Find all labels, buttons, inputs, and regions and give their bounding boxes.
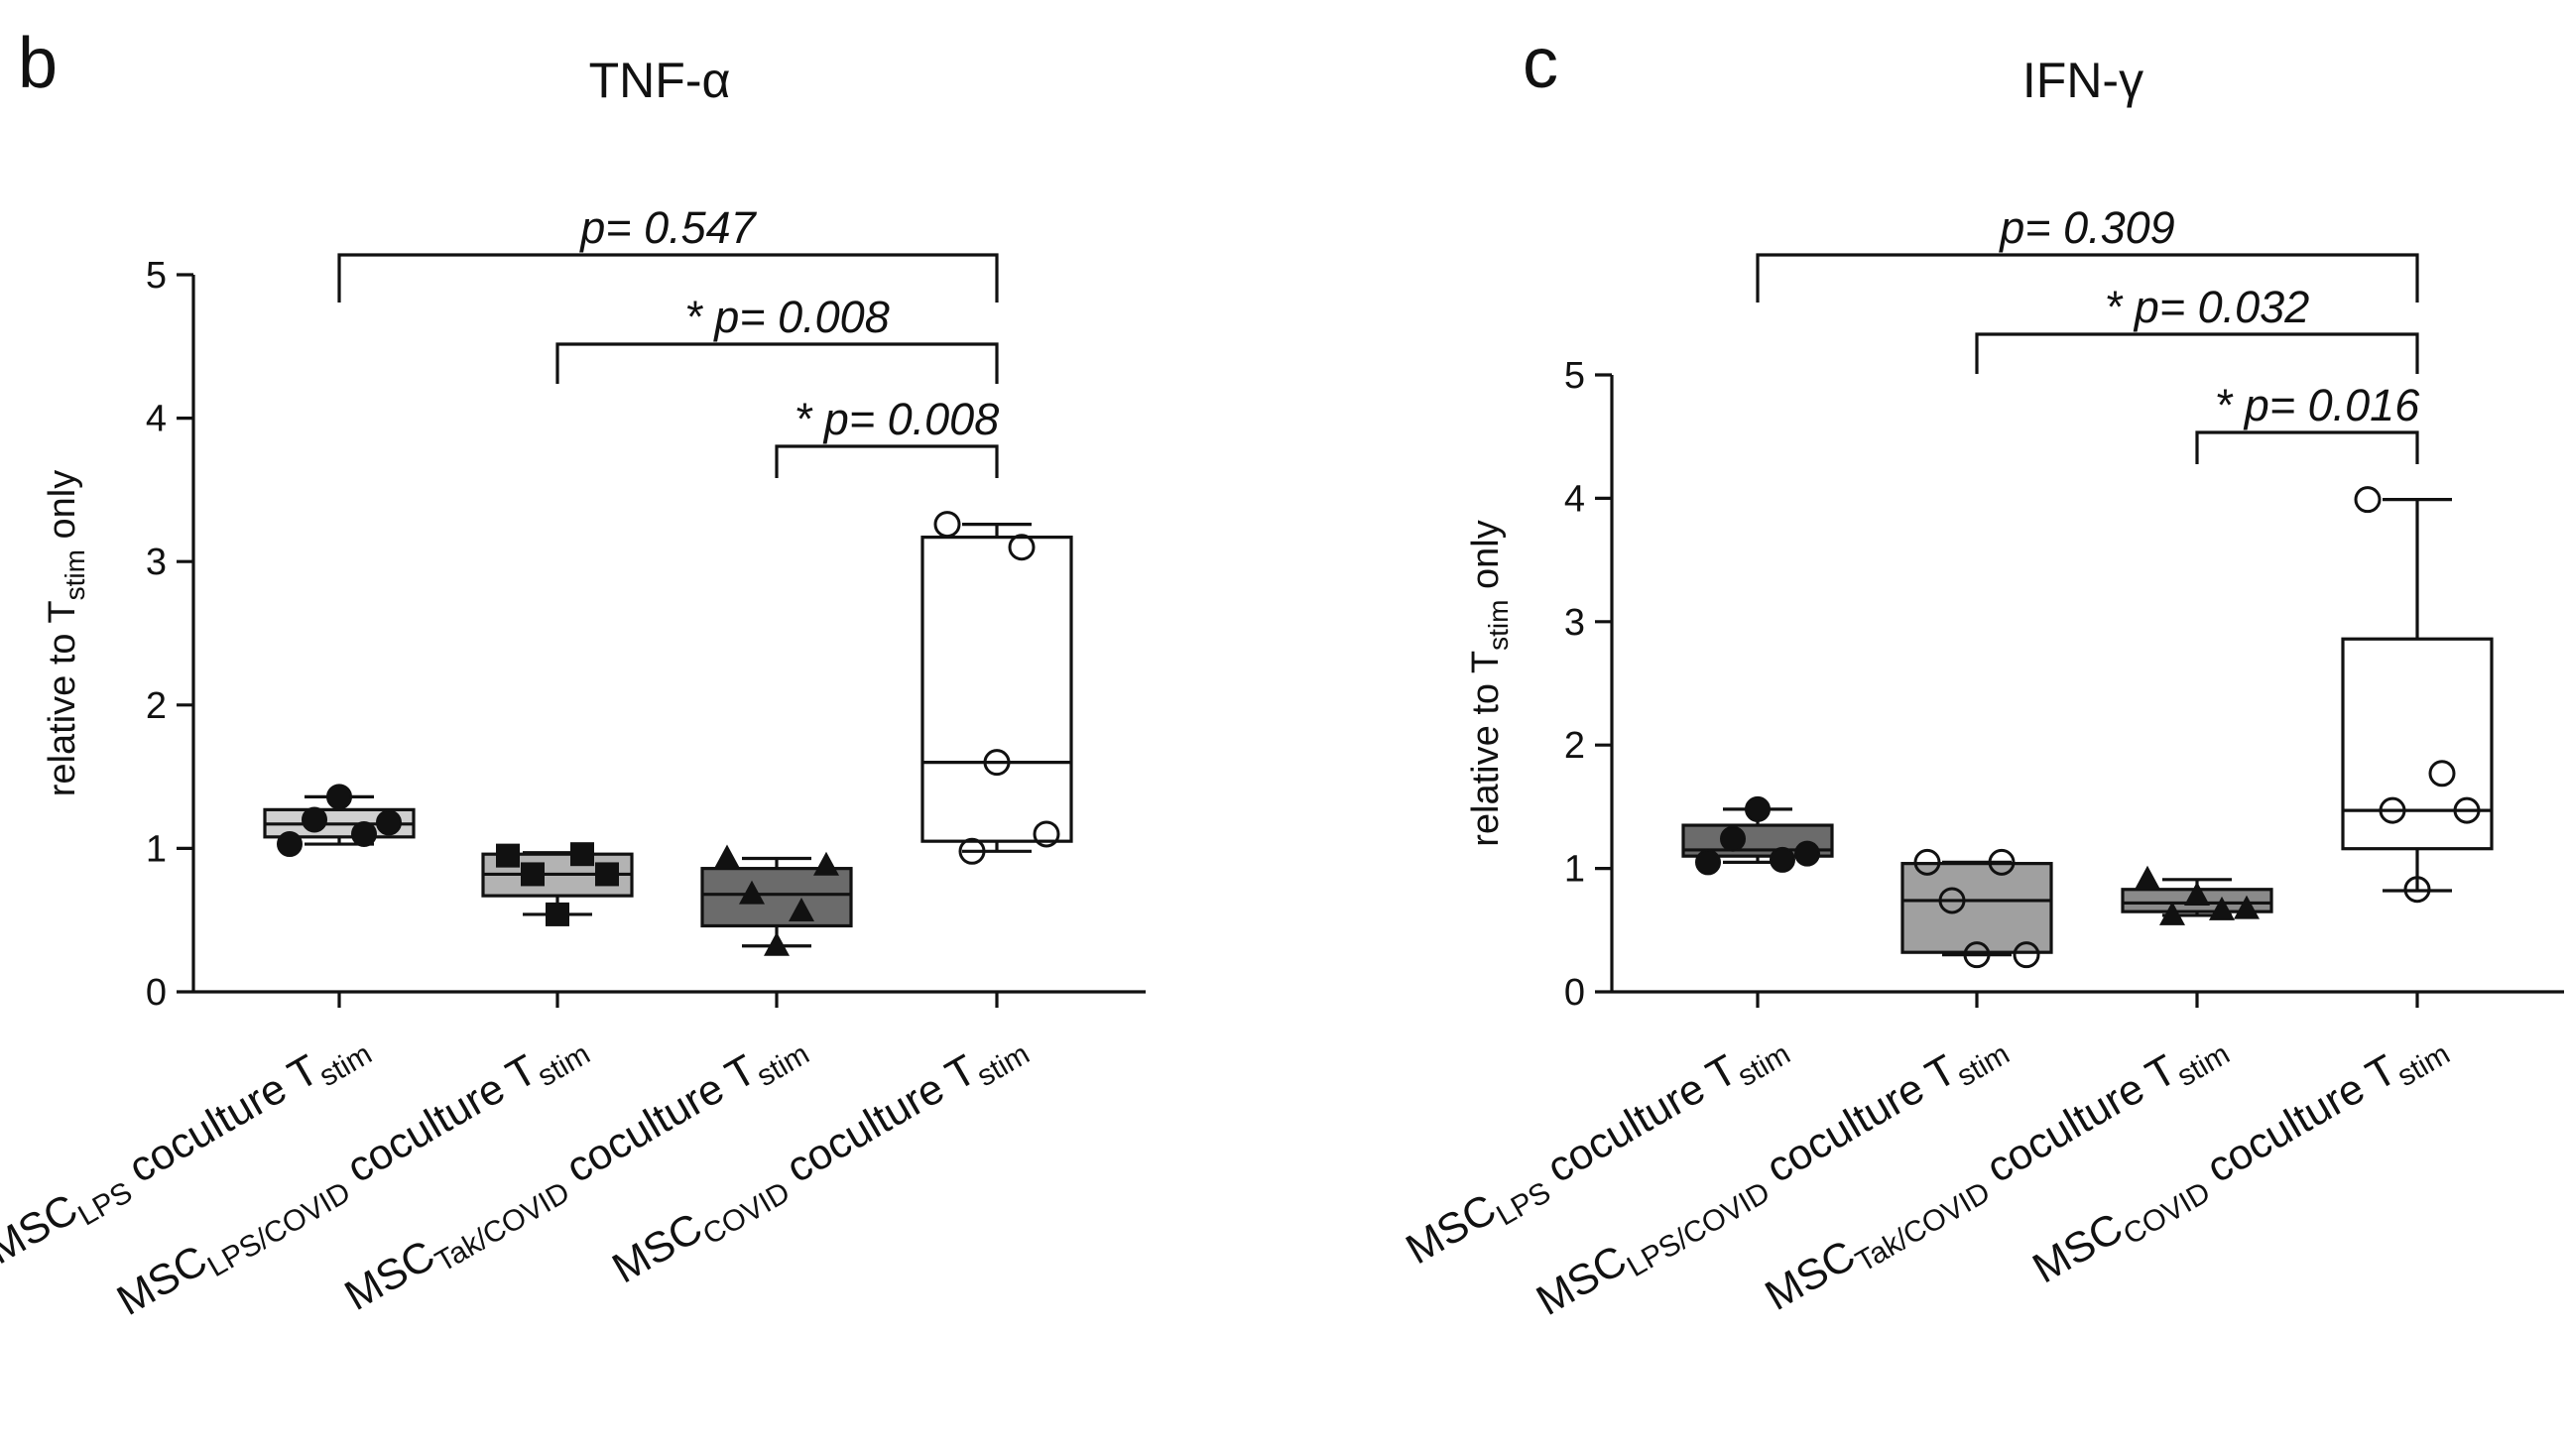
data-point (570, 842, 594, 867)
y-tick-label: 1 (146, 828, 167, 870)
y-tick-label: 3 (1564, 602, 1585, 644)
data-point (1695, 849, 1721, 876)
y-axis-label: relative to Tstim only (1465, 520, 1514, 846)
box (700, 867, 853, 928)
y-tick-label: 5 (146, 255, 167, 297)
p-value-label: * p= 0.008 (795, 394, 999, 444)
box (2341, 637, 2494, 851)
data-point (1913, 848, 1941, 876)
significance-bracket (337, 253, 999, 303)
significance-bracket (775, 444, 999, 478)
p-value-label: * p= 0.008 (684, 292, 889, 342)
data-point (2209, 896, 2235, 920)
data-point (1938, 887, 1966, 914)
data-point (1770, 846, 1795, 873)
y-tick-label: 2 (1564, 725, 1585, 767)
significance-bracket (2195, 430, 2419, 464)
panel-c: c IFN-γ 0 1 2 3 4 5 relative to Tstim only MSCL… (1399, 24, 2564, 1325)
significance-bracket (1975, 332, 2419, 374)
y-tick-label: 4 (1564, 478, 1585, 520)
data-point (983, 749, 1011, 777)
data-point (2159, 901, 2185, 925)
y-tick-label: 0 (146, 972, 167, 1014)
y-tick-label: 2 (146, 685, 167, 727)
data-point (496, 843, 520, 868)
p-value-label: * p= 0.016 (2215, 380, 2420, 430)
data-point (789, 898, 814, 922)
data-point (958, 837, 986, 865)
data-point (1963, 941, 1991, 969)
box (920, 536, 1073, 843)
chart-title: TNF-α (589, 53, 731, 108)
data-point (714, 844, 740, 869)
significance-bracket (555, 342, 999, 384)
data-point (764, 931, 790, 956)
data-point (521, 862, 545, 887)
data-point (813, 851, 839, 876)
data-point (2428, 760, 2456, 788)
p-value-label: * p= 0.032 (2105, 282, 2309, 332)
data-point (2013, 941, 2040, 969)
data-point (546, 902, 569, 926)
data-point (1794, 840, 1820, 867)
data-point (351, 820, 377, 847)
data-point (1988, 848, 2016, 876)
panel-letter: c (1523, 24, 1558, 103)
y-tick-label: 3 (146, 542, 167, 583)
y-tick-label: 1 (1564, 849, 1585, 891)
data-point (302, 806, 327, 833)
y-tick-label: 0 (1564, 972, 1585, 1014)
data-point (2354, 486, 2382, 514)
chart-title: IFN-γ (2022, 53, 2143, 108)
data-point (1745, 795, 1771, 822)
data-point (277, 831, 303, 858)
significance-bracket (1756, 253, 2419, 303)
y-tick-label: 4 (146, 399, 167, 440)
data-point (2379, 796, 2406, 824)
data-point (2184, 881, 2210, 906)
data-point (376, 809, 402, 836)
data-point (595, 862, 619, 887)
category-label: MSCLPS coculture Tstim (1399, 1019, 1796, 1279)
y-axis-label: relative to Tstim only (42, 470, 90, 796)
data-point (2453, 796, 2481, 824)
p-value-label: p= 0.309 (1998, 202, 2174, 253)
data-point (2403, 876, 2431, 904)
category-label: MSCCOVID coculture Tstim (604, 1019, 1035, 1298)
data-point (1720, 825, 1746, 852)
p-value-label: p= 0.547 (578, 202, 757, 253)
data-point (326, 784, 352, 810)
y-tick-label: 5 (1564, 355, 1585, 397)
data-point (739, 880, 765, 905)
box (1900, 862, 2053, 954)
data-point (2135, 865, 2160, 890)
data-point (2234, 895, 2260, 919)
data-point (1008, 534, 1036, 561)
data-point (1033, 820, 1060, 848)
category-label: MSCCOVID coculture Tstim (2024, 1019, 2455, 1298)
data-point (933, 511, 961, 539)
panel-letter: b (18, 24, 58, 103)
